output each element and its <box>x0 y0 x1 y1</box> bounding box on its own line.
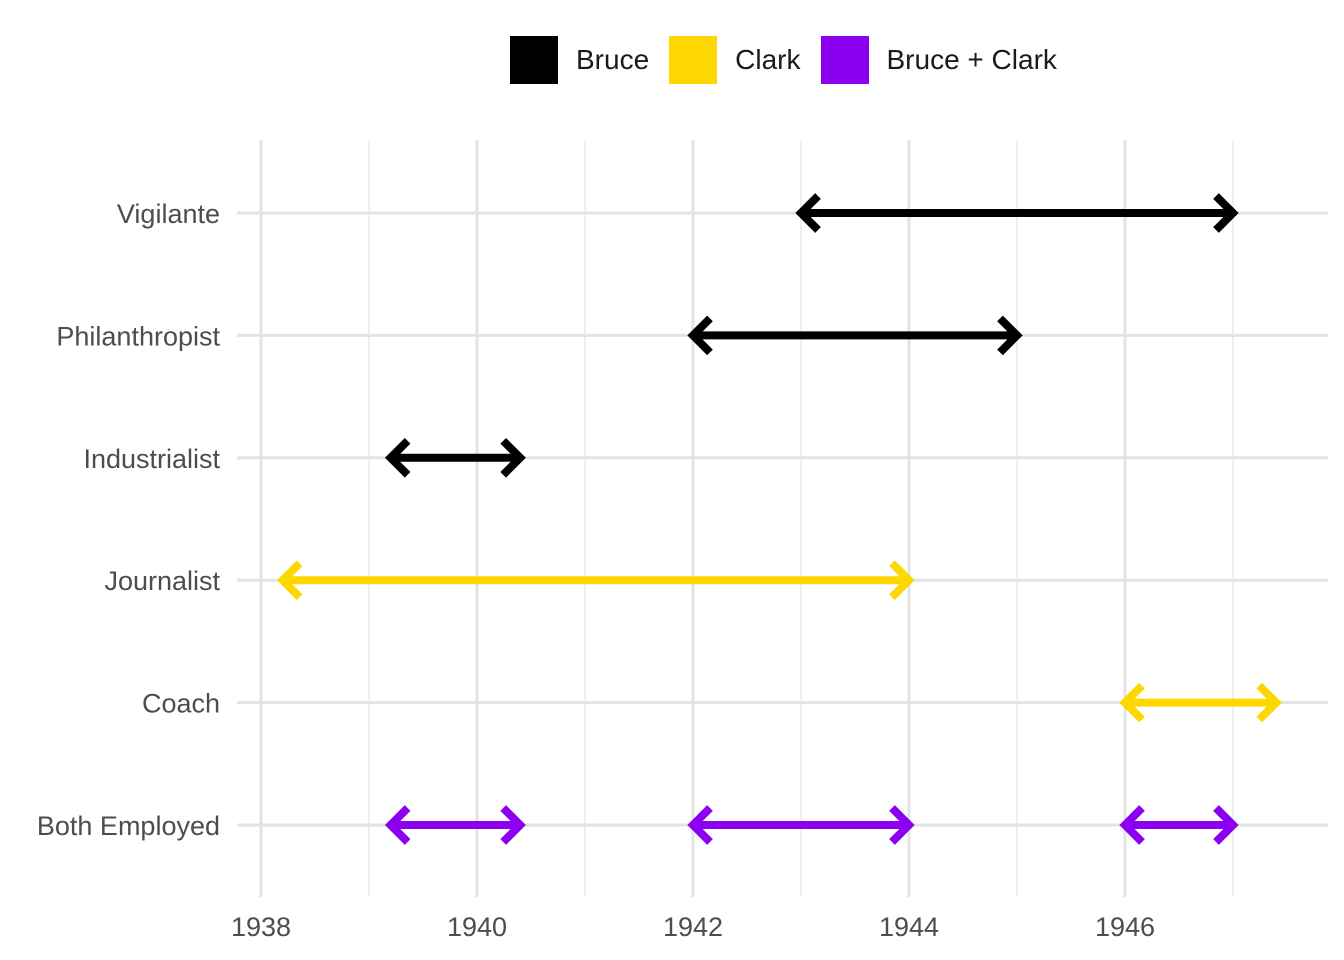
x-tick-label-1938: 1938 <box>231 912 291 942</box>
minor-gridlines <box>368 140 1234 897</box>
range-arrow-both-employed-6 <box>687 805 915 845</box>
legend-item-clark: Clark <box>669 36 801 84</box>
y-tick-label-philanthropist: Philanthropist <box>56 321 220 351</box>
range-arrows <box>276 193 1282 845</box>
y-tick-label-vigilante: Vigilante <box>117 199 220 229</box>
range-arrow-journalist-3 <box>276 560 915 601</box>
major-gridlines <box>237 140 1328 897</box>
range-arrow-coach-4 <box>1119 682 1282 723</box>
legend: Bruce Clark Bruce + Clark <box>510 36 1077 84</box>
legend-swatch-clark <box>669 36 718 84</box>
range-arrowhead-end <box>1213 193 1239 233</box>
range-arrow-industrialist-2 <box>384 437 526 478</box>
y-tick-label-coach: Coach <box>142 689 220 719</box>
legend-label-bruce: Bruce <box>576 44 650 75</box>
range-arrowhead-end <box>997 315 1023 356</box>
range-arrowhead-end <box>1256 682 1282 723</box>
range-arrowhead-end <box>1213 805 1239 845</box>
range-arrowhead-start <box>1119 805 1145 845</box>
legend-swatch-bruce <box>510 36 558 84</box>
legend-label-bruce-clark: Bruce + Clark <box>886 44 1057 75</box>
range-arrowhead-start <box>687 315 713 356</box>
range-arrowhead-end <box>500 805 526 845</box>
range-arrow-vigilante-0 <box>795 193 1239 233</box>
range-arrowhead-end <box>500 437 526 478</box>
x-tick-label-1942: 1942 <box>663 912 723 942</box>
range-arrow-both-employed-5 <box>384 805 526 845</box>
x-tick-label-1940: 1940 <box>447 912 507 942</box>
legend-label-clark: Clark <box>735 44 801 75</box>
range-arrowhead-start <box>384 437 411 478</box>
x-axis-labels: 1938 1940 1942 1944 1946 <box>231 912 1155 942</box>
legend-item-bruce: Bruce <box>510 36 649 84</box>
range-arrowhead-end <box>889 560 915 601</box>
range-arrow-philanthropist-1 <box>687 315 1023 356</box>
y-tick-label-industrialist: Industrialist <box>83 444 220 474</box>
y-tick-label-both-employed: Both Employed <box>37 811 220 841</box>
range-arrowhead-start <box>795 193 821 233</box>
legend-swatch-bruce-clark <box>820 36 869 84</box>
range-arrowhead-end <box>889 805 915 845</box>
x-tick-label-1944: 1944 <box>879 912 939 942</box>
x-tick-label-1946: 1946 <box>1095 912 1155 942</box>
range-arrowhead-start <box>1119 682 1145 723</box>
range-arrowhead-start <box>687 805 713 845</box>
y-axis-labels: Vigilante Philanthropist Industrialist Jour… <box>37 199 221 841</box>
legend-item-bruce-clark: Bruce + Clark <box>820 36 1057 84</box>
range-arrowhead-start <box>384 805 411 845</box>
y-tick-label-journalist: Journalist <box>104 566 220 596</box>
range-arrowhead-start <box>276 560 303 601</box>
range-arrow-both-employed-7 <box>1119 805 1239 845</box>
